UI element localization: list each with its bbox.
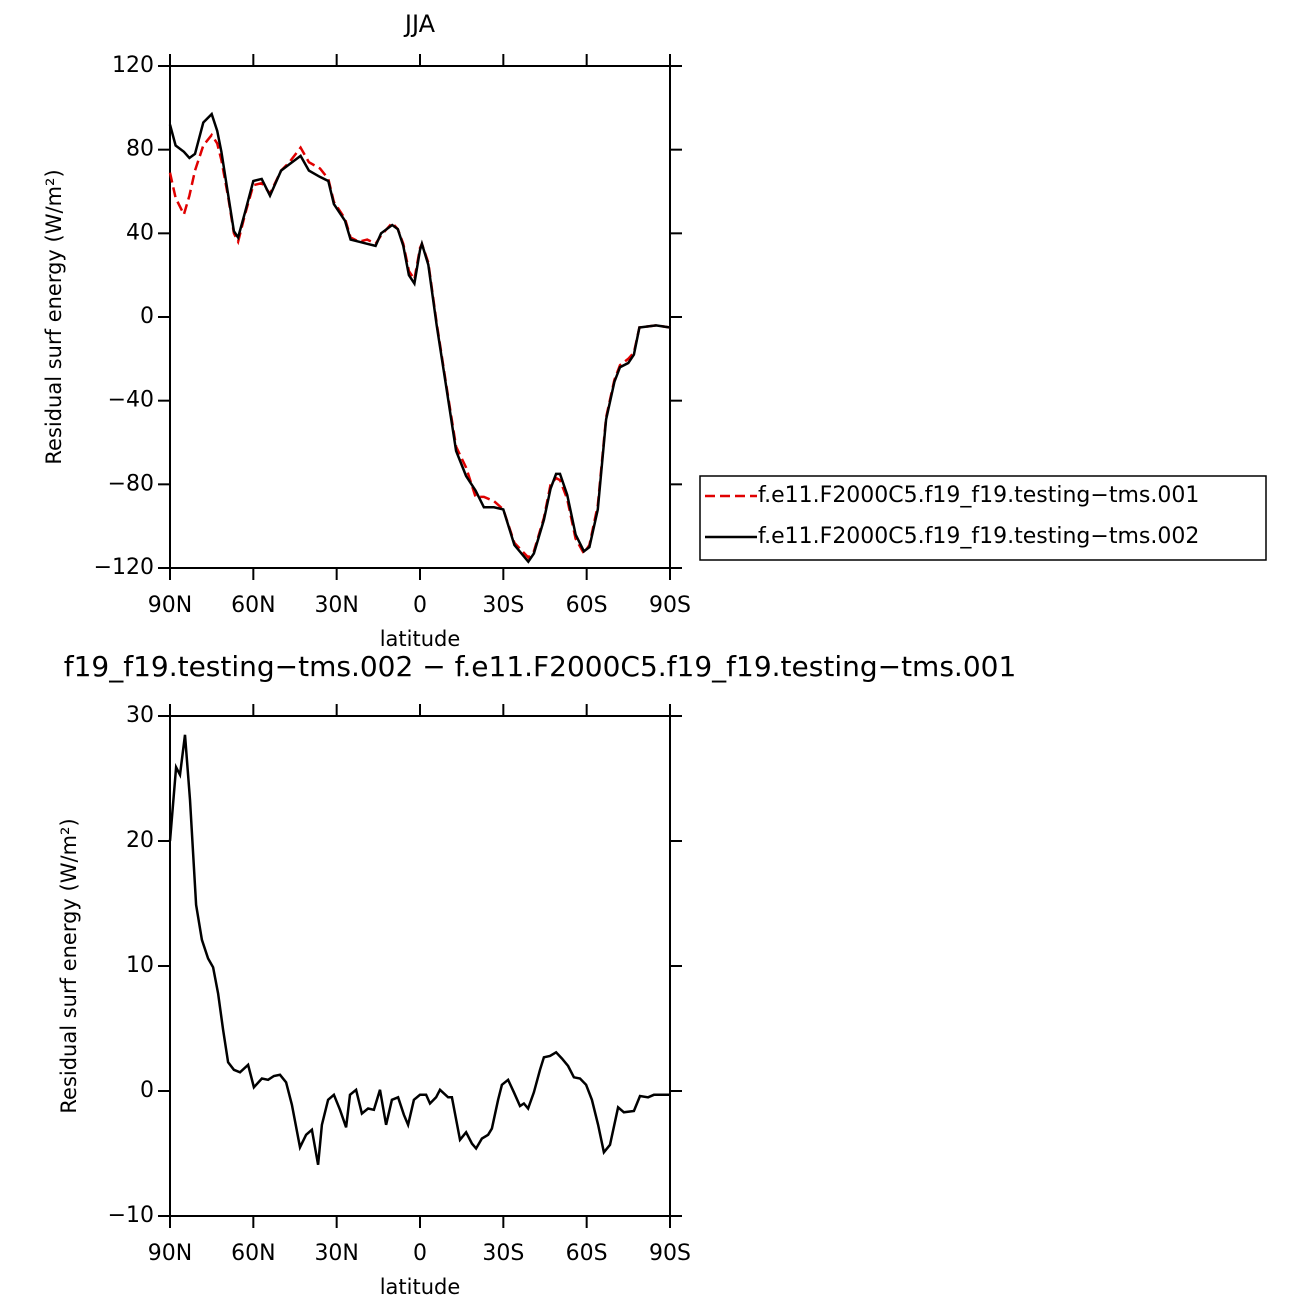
plot-frame — [169, 65, 671, 569]
x-tick-label: 30N — [314, 593, 358, 618]
y-tick-label: −10 — [108, 1203, 154, 1228]
chart-title: f19_f19.testing−tms.002 − f.e11.F2000C5.… — [64, 650, 1017, 683]
x-axis-label: latitude — [380, 627, 461, 651]
legend-label: f.e11.F2000C5.f19_f19.testing−tms.001 — [758, 483, 1199, 508]
y-tick-label: 10 — [126, 953, 154, 978]
x-tick-label: 60S — [566, 593, 608, 618]
y-axis-label: Residual surf energy (W/m²) — [42, 169, 66, 464]
y-tick-label: 30 — [126, 703, 154, 728]
y-tick-label: −80 — [108, 471, 154, 496]
legend-label: f.e11.F2000C5.f19_f19.testing−tms.002 — [758, 524, 1199, 549]
plot-frame — [169, 715, 671, 1217]
data-line — [168, 132, 671, 560]
x-axis-label: latitude — [380, 1275, 461, 1299]
x-tick-label: 90S — [649, 1241, 691, 1266]
y-tick-label: 20 — [126, 828, 154, 853]
chart-title: JJA — [403, 10, 436, 38]
y-axis-label: Residual surf energy (W/m²) — [57, 818, 81, 1113]
x-tick-label: 30S — [482, 1241, 524, 1266]
y-tick-label: −120 — [94, 555, 154, 580]
x-tick-label: 90S — [649, 593, 691, 618]
data-line — [168, 734, 670, 1166]
y-tick-label: 120 — [112, 53, 154, 78]
x-tick-label: 90N — [148, 593, 192, 618]
x-tick-label: 0 — [413, 593, 427, 618]
y-tick-label: −40 — [108, 388, 154, 413]
y-tick-label: 0 — [140, 304, 154, 329]
y-tick-label: 40 — [126, 220, 154, 245]
x-tick-label: 30N — [314, 1241, 358, 1266]
y-tick-label: 0 — [140, 1078, 154, 1103]
x-tick-label: 60N — [231, 1241, 275, 1266]
x-tick-label: 60S — [566, 1241, 608, 1266]
legend-box — [699, 475, 1267, 561]
x-tick-label: 0 — [413, 1241, 427, 1266]
x-tick-label: 30S — [482, 593, 524, 618]
data-line — [168, 111, 671, 564]
x-tick-label: 60N — [231, 593, 275, 618]
x-tick-label: 90N — [148, 1241, 192, 1266]
y-tick-label: 80 — [126, 137, 154, 162]
